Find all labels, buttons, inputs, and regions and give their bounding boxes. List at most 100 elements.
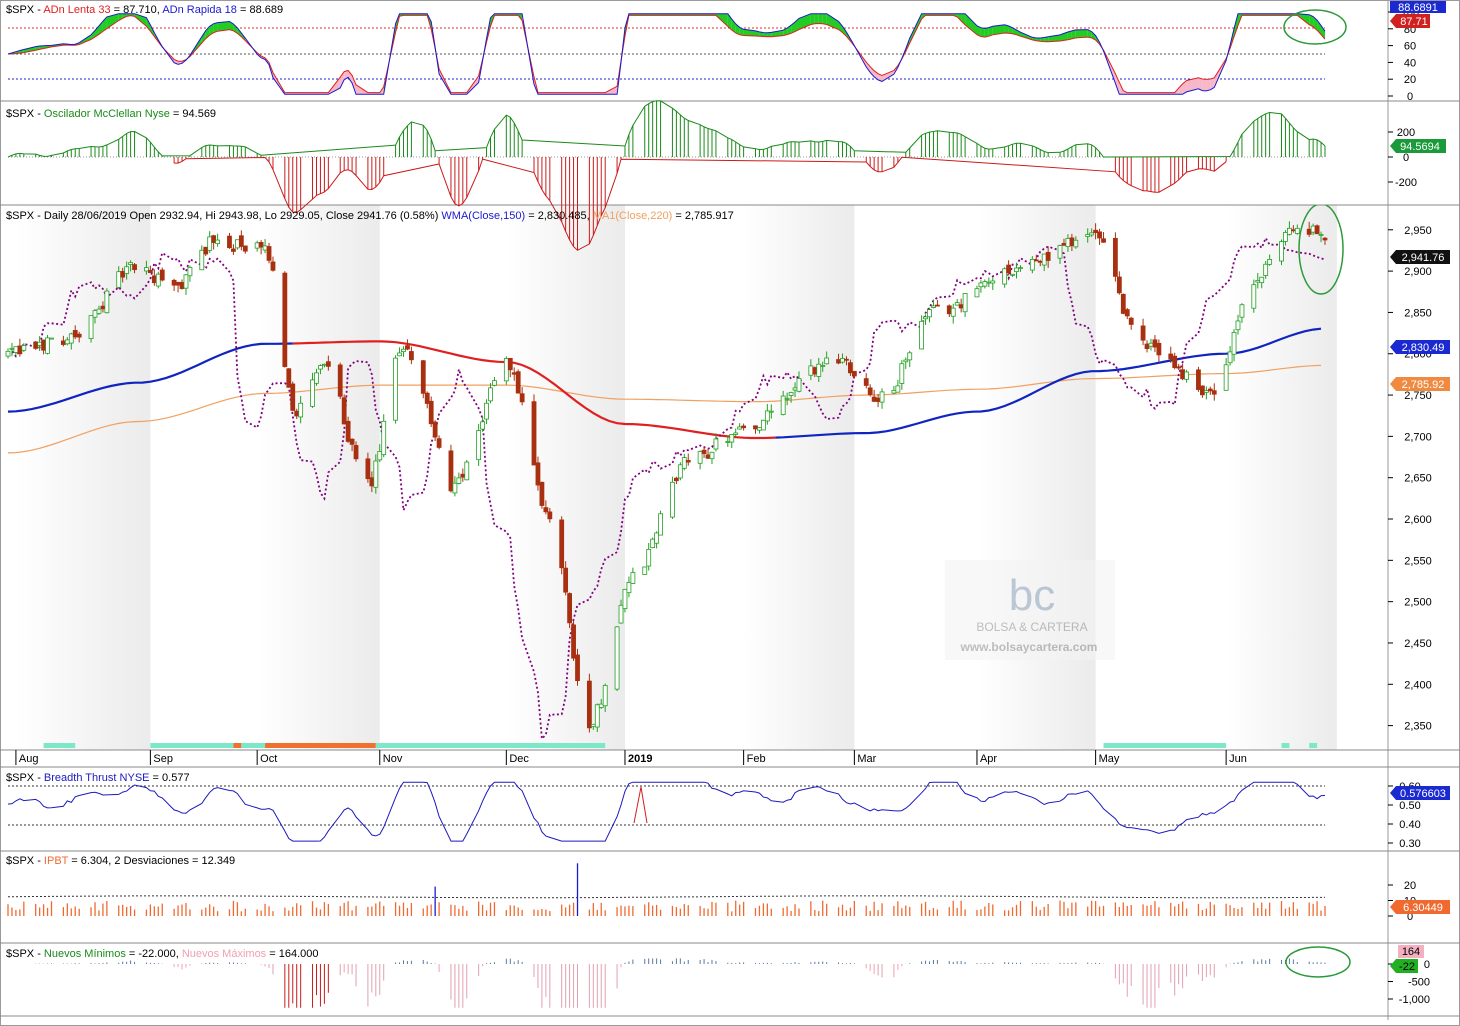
watermark-logo: bc <box>1009 571 1055 620</box>
candle-body <box>1184 371 1189 380</box>
candle-body <box>654 532 660 544</box>
candle-body <box>88 315 94 340</box>
nuevos-tick-label: -1,000 <box>1399 994 1430 1006</box>
month-band <box>257 205 380 750</box>
price-tick-label: 2,600 <box>1404 514 1432 526</box>
candle-body <box>1085 234 1091 237</box>
candle-body <box>1057 245 1063 259</box>
candle-body <box>1310 225 1316 233</box>
candle-body <box>677 464 683 479</box>
candle-body <box>543 507 549 513</box>
month-band <box>1226 205 1337 750</box>
adn-fill-segment <box>957 13 962 21</box>
candle-body <box>448 450 454 492</box>
candle-body <box>768 410 774 413</box>
month-label: 2019 <box>628 753 652 765</box>
candle-body <box>709 451 715 460</box>
signal-segment <box>241 743 266 748</box>
mcclellan-panel: $SPX - Oscilador McClellan Nyse = 94.569… <box>6 100 1446 251</box>
candle-body <box>116 271 122 288</box>
candle-body <box>1014 267 1019 273</box>
price-tick-label: 2,350 <box>1404 721 1432 733</box>
adn-fill-segment <box>1067 30 1072 40</box>
candle-body <box>760 419 766 431</box>
price-tick-label: 2,500 <box>1404 597 1432 609</box>
candle-body <box>531 401 537 466</box>
candle-body <box>298 402 304 418</box>
adn-badge-fast <box>1390 1 1446 13</box>
candle-body <box>559 519 565 569</box>
breadth-tick-label: 0.50 <box>1399 800 1420 812</box>
candle-body <box>120 271 126 278</box>
main-price-panel <box>5 205 1344 741</box>
adn-fill-segment <box>1004 24 1009 34</box>
mcclellan-tick-label: 200 <box>1397 127 1415 139</box>
watermark-name: BOLSA & CARTERA <box>976 620 1087 634</box>
candle-body <box>377 451 383 461</box>
candle-body <box>484 402 489 420</box>
signal-segment <box>1281 743 1290 748</box>
candle-body <box>171 279 177 286</box>
candle-body <box>1101 238 1106 243</box>
month-label: Oct <box>260 753 277 765</box>
watermark-url: www.bolsaycartera.com <box>960 640 1098 654</box>
candle-body <box>1112 237 1118 277</box>
candle-body <box>816 363 822 377</box>
candle-body <box>658 513 663 536</box>
candle-body <box>476 430 482 461</box>
adn-fill-segment <box>23 46 36 53</box>
candle-body <box>642 566 648 575</box>
candle-body <box>381 420 387 456</box>
candle-body <box>670 481 675 518</box>
candle-body <box>393 357 398 421</box>
candle-body <box>685 460 691 463</box>
candle-body <box>365 458 371 480</box>
adn-fill-segment <box>818 13 823 24</box>
candle-body <box>1124 309 1130 317</box>
mcclellan-tick-label: -200 <box>1395 177 1417 189</box>
candle-body <box>1290 229 1296 232</box>
candle-body <box>879 391 885 403</box>
candle-body <box>33 341 39 349</box>
price-tick-label: 2,850 <box>1404 307 1432 319</box>
adn-fast-line <box>7 13 1326 95</box>
month-label: Sep <box>153 753 173 765</box>
adn-fill-segment <box>209 23 214 36</box>
mcclellan-badge-text: 94.5694 <box>1400 141 1440 153</box>
nuevos-badge-max-text: 164 <box>1402 946 1420 958</box>
candle-body <box>626 582 632 594</box>
candle-body <box>519 393 525 403</box>
candle-body <box>1207 388 1213 392</box>
adn-tick-label: 40 <box>1404 57 1416 69</box>
adn-fill-segment <box>1202 79 1207 91</box>
candle-body <box>507 357 513 371</box>
adn-fill-segment <box>1198 77 1203 91</box>
candle-body <box>1010 273 1015 276</box>
candle-body <box>681 457 687 469</box>
month-band <box>506 205 625 750</box>
mcclellan-title: $SPX - Oscilador McClellan Nyse = 94.569 <box>6 108 216 120</box>
candle-body <box>432 421 438 438</box>
ipbt-bars <box>7 863 1326 916</box>
price-tick-label: 2,900 <box>1404 266 1432 278</box>
nuevos-title: $SPX - Nuevos Mínimos = -22.000, Nuevos … <box>6 948 319 960</box>
candle-body <box>144 267 149 272</box>
candle-body <box>337 364 343 397</box>
candle-body <box>788 392 794 396</box>
breadth-panel: $SPX - Breadth Thrust NYSE = 0.577 0.600… <box>6 772 1450 850</box>
candle-body <box>1156 342 1162 356</box>
candle-body <box>927 309 932 318</box>
adn-fill-segment <box>1075 29 1088 38</box>
candle-body <box>207 236 213 251</box>
adn-fill-segment <box>1115 73 1120 95</box>
candle-body <box>757 427 762 431</box>
candle-body <box>753 425 758 430</box>
candle-body <box>875 397 881 402</box>
adn-tick-label: 20 <box>1404 74 1416 86</box>
adn-fill-segment <box>348 70 353 84</box>
candle-body <box>1168 353 1174 360</box>
candle-body <box>614 626 620 690</box>
candle-body <box>1263 263 1269 276</box>
candlesticks <box>5 221 1328 733</box>
ipbt-tick-label: 0 <box>1407 911 1413 923</box>
